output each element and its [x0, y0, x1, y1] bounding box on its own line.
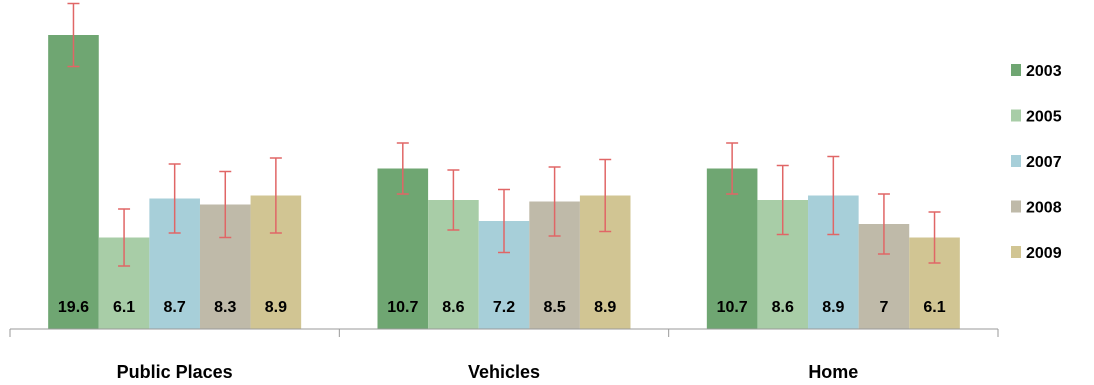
category-label-home: Home — [808, 362, 858, 382]
data-labels-group: 19.6 6.1 8.7 8.3 8.9 10.7 8.6 7.2 8.5 8.9 10.7 8.6 8… — [58, 299, 946, 316]
data-label-2005-0: 6.1 — [113, 299, 135, 316]
legend-label-2005: 2005 — [1026, 109, 1062, 126]
data-label-2009-0: 8.9 — [265, 299, 287, 316]
bars-group — [48, 35, 960, 329]
legend: 2003 2005 2007 2008 2009 — [1011, 63, 1062, 262]
data-label-2005-1: 8.6 — [442, 299, 464, 316]
legend-label-2009: 2009 — [1026, 245, 1062, 262]
data-label-2007-0: 8.7 — [164, 299, 186, 316]
data-label-2009-2: 6.1 — [923, 299, 945, 316]
legend-swatch-2005 — [1011, 109, 1021, 122]
data-label-2003-2: 10.7 — [717, 299, 748, 316]
legend-label-2007: 2007 — [1026, 154, 1062, 171]
data-label-2007-2: 8.9 — [822, 299, 844, 316]
data-label-2008-1: 8.5 — [543, 299, 565, 316]
data-label-2007-1: 7.2 — [493, 299, 515, 316]
data-label-2003-0: 19.6 — [58, 299, 89, 316]
data-label-2005-2: 8.6 — [772, 299, 794, 316]
legend-swatch-2008 — [1011, 200, 1021, 213]
data-label-2003-1: 10.7 — [387, 299, 418, 316]
legend-label-2008: 2008 — [1026, 200, 1062, 217]
legend-label-2003: 2003 — [1026, 63, 1062, 80]
bar-home-2003 — [706, 168, 758, 329]
legend-swatch-2009 — [1011, 246, 1021, 258]
x-axis: Public Places Vehicles Home — [9, 328, 999, 382]
category-label-public-places: Public Places — [117, 362, 233, 382]
category-label-vehicles: Vehicles — [468, 362, 540, 382]
legend-swatch-2007 — [1011, 155, 1021, 167]
bar-public-places-2003 — [48, 35, 99, 329]
data-label-2009-1: 8.9 — [594, 299, 616, 316]
error-bars-group — [67, 2, 941, 267]
data-label-2008-0: 8.3 — [214, 299, 236, 316]
bar-vehicles-2003 — [377, 168, 429, 329]
data-label-2008-2: 7 — [879, 299, 888, 316]
legend-swatch-2003 — [1011, 64, 1021, 76]
